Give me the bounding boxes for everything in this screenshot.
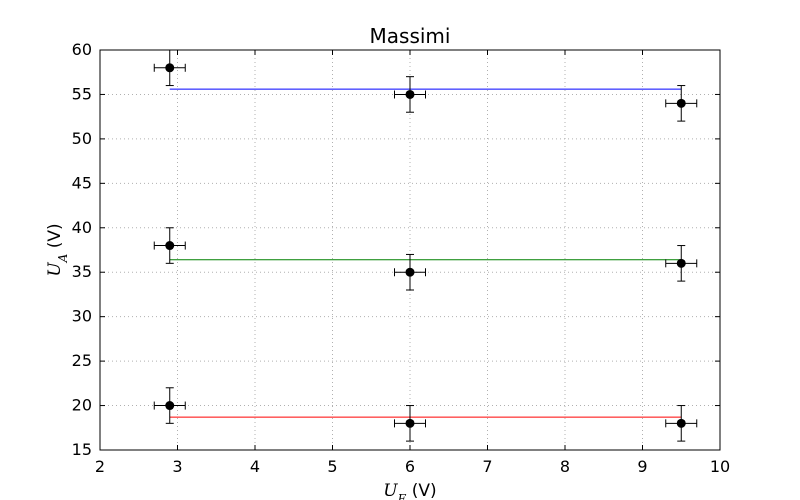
x-tick-label: 5 <box>327 457 337 476</box>
x-tick-label: 10 <box>710 457 730 476</box>
y-axis-unit: (V) <box>45 223 65 253</box>
data-marker <box>165 241 175 251</box>
y-tick-label: 40 <box>72 218 92 237</box>
fit-lines <box>169 88 682 418</box>
x-tick-label: 9 <box>637 457 647 476</box>
data-marker <box>405 418 415 428</box>
y-axis-label: UA (V) <box>45 223 70 276</box>
x-tick-label: 2 <box>95 457 105 476</box>
y-tick-label: 55 <box>72 84 92 103</box>
y-tick-label: 30 <box>72 307 92 326</box>
x-axis-unit: (V) <box>406 481 436 500</box>
data-point-0-1 <box>394 76 426 113</box>
y-tick-label: 35 <box>72 262 92 281</box>
data-marker <box>405 89 415 99</box>
data-point-1-0 <box>153 227 186 264</box>
data-point-0-0 <box>153 49 186 87</box>
tick-marks <box>99 49 721 451</box>
y-tick-label: 50 <box>72 129 92 148</box>
x-tick-label: 6 <box>405 457 415 476</box>
y-axis-symbol: U <box>45 262 65 277</box>
data-point-1-1 <box>394 253 426 291</box>
x-tick-label: 8 <box>560 457 570 476</box>
y-tick-label: 15 <box>72 440 92 459</box>
y-tick-label: 20 <box>72 396 92 415</box>
data-point-1-2 <box>665 245 698 282</box>
data-marker <box>405 267 415 277</box>
y-tick-label: 25 <box>72 351 92 370</box>
data-marker <box>165 63 175 73</box>
data-points <box>153 49 698 442</box>
data-marker <box>676 418 686 428</box>
data-marker <box>165 401 175 411</box>
data-point-2-1 <box>394 405 426 442</box>
x-axis-symbol: U <box>383 481 398 500</box>
x-axis-subscript: E <box>397 492 407 500</box>
x-tick-label: 3 <box>172 457 182 476</box>
x-axis-label: UE (V) <box>383 481 436 500</box>
x-tick-label: 7 <box>482 457 492 476</box>
data-point-0-2 <box>665 85 698 122</box>
data-marker <box>676 258 686 268</box>
y-tick-label: 60 <box>72 40 92 59</box>
grid-lines <box>100 50 720 450</box>
data-point-2-0 <box>153 387 186 424</box>
data-marker <box>676 98 686 108</box>
y-axis-subscript: A <box>56 253 70 263</box>
x-tick-label: 4 <box>250 457 260 476</box>
data-point-2-2 <box>665 405 698 442</box>
chart-title: Massimi <box>370 24 451 48</box>
y-tick-label: 45 <box>72 173 92 192</box>
